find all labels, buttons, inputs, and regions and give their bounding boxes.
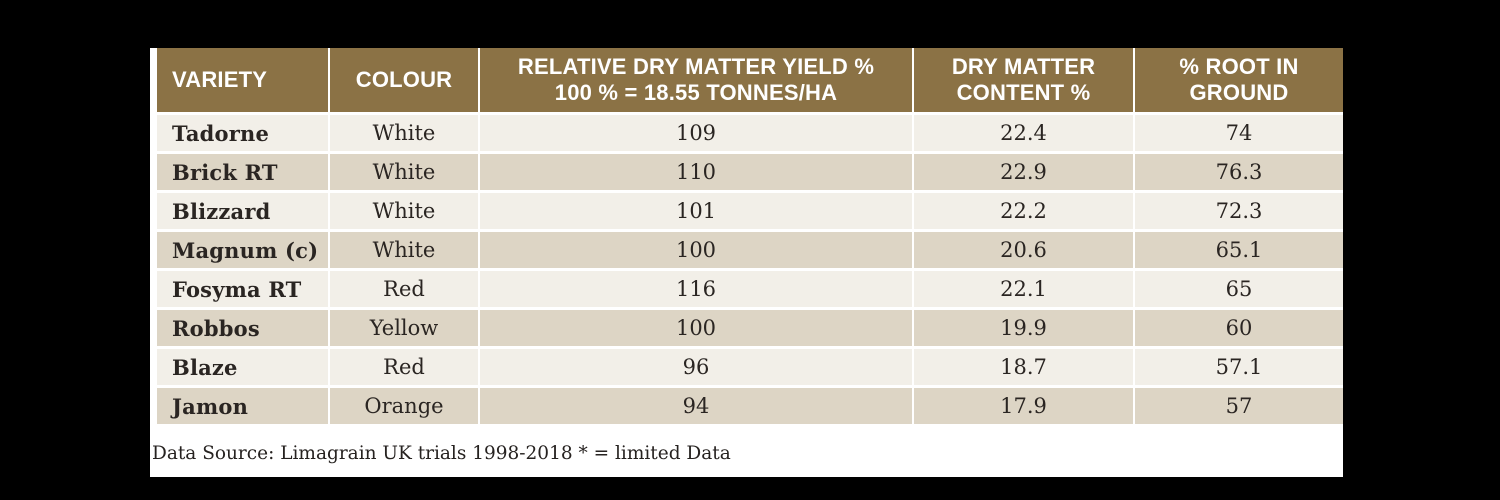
cell-yield: 110	[478, 154, 912, 190]
cell-variety: Brick RT	[157, 154, 328, 190]
cell-colour: White	[328, 232, 478, 268]
table-row: Blizzard White 101 22.2 72.3	[157, 193, 1343, 229]
column-header-colour: COLOUR	[328, 48, 478, 112]
cell-dry-matter: 20.6	[912, 232, 1133, 268]
cell-yield: 100	[478, 232, 912, 268]
cell-root: 72.3	[1133, 193, 1343, 229]
column-header-label-line1: DRY MATTER	[951, 54, 1096, 79]
cell-colour: Red	[328, 349, 478, 385]
cell-root: 74	[1133, 115, 1343, 151]
cell-yield: 101	[478, 193, 912, 229]
cell-dry-matter: 22.1	[912, 271, 1133, 307]
column-header-label-line1: % ROOT IN	[1179, 54, 1299, 79]
cell-colour: White	[328, 193, 478, 229]
cell-root: 65.1	[1133, 232, 1343, 268]
column-header-label-line2: GROUND	[1189, 80, 1289, 105]
cell-variety: Tadorne	[157, 115, 328, 151]
cell-root: 57	[1133, 388, 1343, 424]
cell-dry-matter: 19.9	[912, 310, 1133, 346]
cell-variety: Jamon	[157, 388, 328, 424]
cell-root: 76.3	[1133, 154, 1343, 190]
cell-root: 57.1	[1133, 349, 1343, 385]
cell-root: 60	[1133, 310, 1343, 346]
table-row: Jamon Orange 94 17.9 57	[157, 388, 1343, 424]
table-row: Magnum (c) White 100 20.6 65.1	[157, 232, 1343, 268]
cell-yield: 116	[478, 271, 912, 307]
cell-colour: Yellow	[328, 310, 478, 346]
cell-dry-matter: 17.9	[912, 388, 1133, 424]
table-row: Robbos Yellow 100 19.9 60	[157, 310, 1343, 346]
table-row: Blaze Red 96 18.7 57.1	[157, 349, 1343, 385]
cell-yield: 96	[478, 349, 912, 385]
cell-variety: Fosyma RT	[157, 271, 328, 307]
cell-yield: 94	[478, 388, 912, 424]
cell-colour: White	[328, 154, 478, 190]
column-header-relative-dry-matter-yield: RELATIVE DRY MATTER YIELD % 100 % = 18.5…	[478, 48, 912, 112]
column-header-root-in-ground: % ROOT IN GROUND	[1133, 48, 1343, 112]
document-page: VARIETY COLOUR RELATIVE DRY MATTER YIELD…	[150, 48, 1343, 477]
table-header-row: VARIETY COLOUR RELATIVE DRY MATTER YIELD…	[157, 48, 1343, 112]
column-header-dry-matter-content: DRY MATTER CONTENT %	[912, 48, 1133, 112]
column-header-label: VARIETY	[172, 67, 268, 92]
table-row: Fosyma RT Red 116 22.1 65	[157, 271, 1343, 307]
column-header-label-line2: CONTENT %	[956, 80, 1091, 105]
cell-colour: Orange	[328, 388, 478, 424]
cell-variety: Blizzard	[157, 193, 328, 229]
cell-variety: Robbos	[157, 310, 328, 346]
cell-variety: Magnum (c)	[157, 232, 328, 268]
column-header-label: COLOUR	[355, 67, 453, 92]
table-row: Tadorne White 109 22.4 74	[157, 115, 1343, 151]
cell-yield: 100	[478, 310, 912, 346]
table-row: Brick RT White 110 22.9 76.3	[157, 154, 1343, 190]
column-header-label-line1: RELATIVE DRY MATTER YIELD %	[517, 54, 875, 79]
data-source-note: Data Source: Limagrain UK trials 1998-20…	[152, 443, 731, 464]
variety-trials-table: VARIETY COLOUR RELATIVE DRY MATTER YIELD…	[157, 48, 1343, 424]
cell-variety: Blaze	[157, 349, 328, 385]
cell-yield: 109	[478, 115, 912, 151]
column-header-variety: VARIETY	[157, 48, 328, 112]
cell-dry-matter: 22.9	[912, 154, 1133, 190]
cell-colour: White	[328, 115, 478, 151]
cell-dry-matter: 18.7	[912, 349, 1133, 385]
cell-root: 65	[1133, 271, 1343, 307]
cell-colour: Red	[328, 271, 478, 307]
cell-dry-matter: 22.2	[912, 193, 1133, 229]
column-header-label-line2: 100 % = 18.55 TONNES/HA	[554, 80, 838, 105]
cell-dry-matter: 22.4	[912, 115, 1133, 151]
